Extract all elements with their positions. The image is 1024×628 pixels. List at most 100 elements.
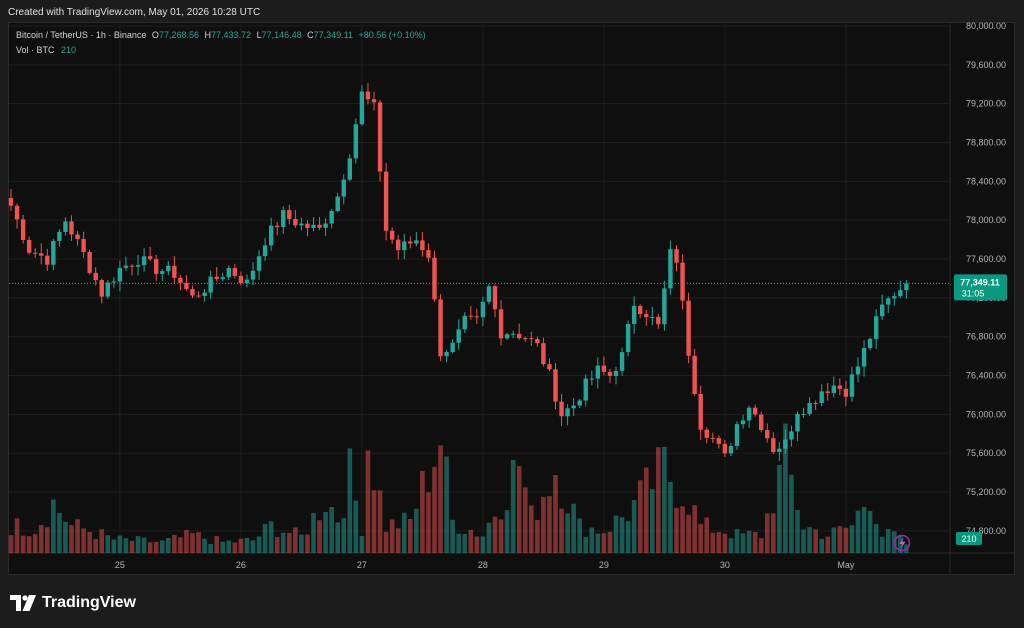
candle-body[interactable] (734, 424, 740, 446)
candle-body[interactable] (819, 391, 824, 403)
candle-body[interactable] (117, 267, 123, 282)
candle-body[interactable] (698, 393, 703, 430)
candle-body[interactable] (625, 324, 631, 353)
candle-body[interactable] (329, 210, 334, 224)
candle-body[interactable] (26, 239, 32, 253)
candle-body[interactable] (371, 99, 377, 103)
candle-body[interactable] (880, 304, 885, 317)
candle-body[interactable] (486, 286, 492, 302)
candle-body[interactable] (619, 352, 625, 371)
candle-body[interactable] (275, 225, 280, 227)
candle-body[interactable] (462, 315, 467, 330)
candle-body[interactable] (529, 338, 534, 340)
candle-body[interactable] (601, 365, 607, 372)
candle-body[interactable] (335, 196, 340, 211)
candle-body[interactable] (583, 378, 588, 401)
candle-body[interactable] (250, 270, 256, 280)
candle-body[interactable] (51, 240, 56, 265)
candle-body[interactable] (281, 210, 286, 227)
candle-body[interactable] (474, 316, 480, 318)
candle-body[interactable] (746, 407, 752, 421)
candle-body[interactable] (383, 171, 389, 231)
candle-body[interactable] (498, 309, 504, 339)
candle-body[interactable] (873, 316, 879, 339)
candle-body[interactable] (898, 290, 903, 297)
candle-body[interactable] (801, 413, 806, 415)
candle-body[interactable] (680, 262, 685, 301)
candle-body[interactable] (843, 388, 849, 397)
candle-body[interactable] (365, 91, 371, 100)
candle-body[interactable] (184, 282, 189, 290)
candle-body[interactable] (559, 401, 564, 417)
candle-body[interactable] (728, 445, 734, 454)
candle-body[interactable] (892, 296, 897, 299)
candle-body[interactable] (813, 402, 818, 404)
candle-body[interactable] (147, 256, 153, 260)
candle-body[interactable] (190, 289, 195, 296)
candle-body[interactable] (196, 295, 201, 297)
candle-body[interactable] (45, 255, 50, 265)
candle-body[interactable] (825, 391, 830, 393)
candle-body[interactable] (565, 408, 570, 417)
candle-body[interactable] (359, 91, 365, 125)
candle-body[interactable] (377, 102, 383, 172)
candle-body[interactable] (523, 338, 528, 340)
candle-body[interactable] (571, 405, 576, 409)
candle-body[interactable] (396, 239, 401, 251)
candle-body[interactable] (662, 288, 667, 325)
candle-body[interactable] (510, 333, 516, 335)
candle-body[interactable] (855, 366, 861, 375)
candle-body[interactable] (541, 343, 546, 365)
candle-body[interactable] (752, 407, 758, 415)
candle-body[interactable] (232, 268, 238, 276)
candle-body[interactable] (716, 438, 722, 444)
candle-body[interactable] (547, 364, 552, 370)
candle-body[interactable] (656, 316, 661, 325)
symbol-label[interactable]: Bitcoin / TetherUS · 1h · Binance (16, 30, 147, 40)
candle-body[interactable] (402, 241, 407, 251)
candle-body[interactable] (305, 223, 310, 228)
candle-body[interactable] (63, 221, 68, 232)
candle-body[interactable] (202, 292, 207, 296)
candle-body[interactable] (420, 240, 425, 251)
candle-body[interactable] (178, 277, 183, 283)
candle-body[interactable] (668, 249, 673, 289)
candle-body[interactable] (644, 314, 649, 318)
candle-body[interactable] (783, 439, 788, 449)
candle-body[interactable] (710, 437, 715, 439)
candle-body[interactable] (238, 275, 244, 284)
candle-body[interactable] (287, 210, 292, 219)
candle-body[interactable] (226, 268, 231, 278)
candle-body[interactable] (129, 265, 135, 267)
candle-body[interactable] (789, 431, 794, 440)
candle-body[interactable] (577, 400, 582, 406)
candle-body[interactable] (93, 272, 98, 281)
candle-body[interactable] (323, 223, 328, 228)
candle-body[interactable] (256, 256, 262, 271)
candle-body[interactable] (492, 286, 498, 310)
candle-body[interactable] (220, 277, 225, 280)
tradingview-logo[interactable]: TradingView (10, 593, 136, 613)
candle-body[interactable] (777, 448, 782, 453)
candle-body[interactable] (771, 438, 776, 453)
candle-body[interactable] (674, 249, 679, 263)
candle-body[interactable] (450, 342, 455, 352)
candle-body[interactable] (268, 225, 274, 246)
candle-body[interactable] (535, 339, 540, 344)
candle-body[interactable] (722, 443, 728, 454)
candle-body[interactable] (208, 276, 213, 293)
candle-body[interactable] (765, 429, 770, 439)
candle-body[interactable] (87, 252, 92, 273)
candle-body[interactable] (8, 197, 14, 206)
candle-body[interactable] (293, 218, 298, 226)
candle-body[interactable] (795, 414, 800, 432)
candle-body[interactable] (456, 329, 461, 343)
candle-body[interactable] (69, 221, 74, 235)
candle-body[interactable] (414, 240, 419, 244)
candle-body[interactable] (160, 271, 165, 274)
candle-body[interactable] (123, 265, 129, 268)
candle-body[interactable] (595, 365, 601, 379)
candle-body[interactable] (39, 253, 44, 256)
candle-body[interactable] (347, 158, 352, 180)
